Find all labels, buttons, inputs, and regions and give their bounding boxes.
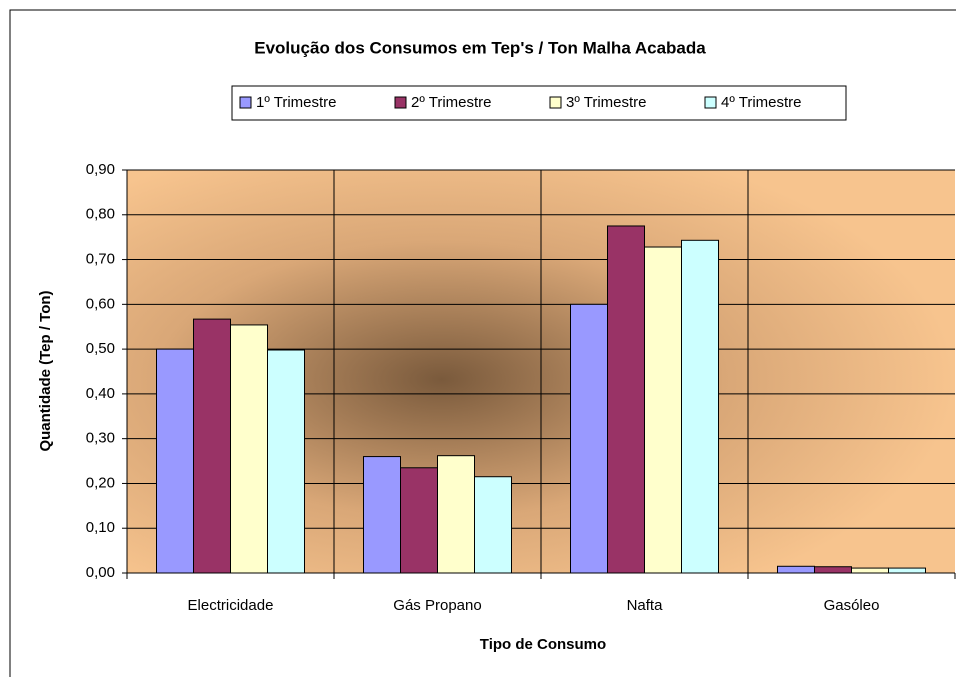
legend <box>231 85 847 121</box>
y-tick-label: 0,90 <box>86 161 115 178</box>
legend-swatch <box>549 96 562 109</box>
y-axis-title: Quantidade (Tep / Ton) <box>37 290 54 451</box>
bar <box>681 239 719 574</box>
y-tick-label: 0,10 <box>86 519 115 536</box>
bar <box>644 246 682 574</box>
bar <box>607 225 645 574</box>
legend-swatch <box>239 96 252 109</box>
x-tick-label: Gasóleo <box>824 597 880 614</box>
bar <box>474 476 512 574</box>
bar <box>777 565 815 574</box>
y-tick-label: 0,30 <box>86 430 115 447</box>
y-tick-label: 0,00 <box>86 564 115 581</box>
y-tick-label: 0,60 <box>86 295 115 312</box>
bar <box>400 467 438 574</box>
y-tick-label: 0,40 <box>86 385 115 402</box>
bar <box>363 456 401 574</box>
bar <box>230 324 268 574</box>
legend-swatch <box>394 96 407 109</box>
y-tick-label: 0,50 <box>86 340 115 357</box>
legend-label: 3º Trimestre <box>566 94 647 111</box>
x-tick-label: Nafta <box>627 597 664 614</box>
bar <box>851 567 889 574</box>
x-tick-label: Electricidade <box>188 597 274 614</box>
legend-label: 4º Trimestre <box>721 94 802 111</box>
bar <box>888 567 926 574</box>
legend-label: 2º Trimestre <box>411 94 492 111</box>
bar <box>814 566 852 574</box>
x-axis-title: Tipo de Consumo <box>480 636 606 653</box>
x-tick-label: Gás Propano <box>393 597 481 614</box>
legend-swatch <box>704 96 717 109</box>
bar <box>267 349 305 574</box>
chart-border <box>9 9 956 677</box>
bar <box>193 318 231 574</box>
bar <box>570 303 608 574</box>
y-tick-label: 0,20 <box>86 474 115 491</box>
y-tick-label: 0,80 <box>86 206 115 223</box>
y-tick-label: 0,70 <box>86 251 115 268</box>
legend-label: 1º Trimestre <box>256 94 337 111</box>
bar <box>156 348 194 574</box>
chart-title: Evolução dos Consumos em Tep's / Ton Mal… <box>254 38 706 57</box>
bar <box>437 455 475 574</box>
